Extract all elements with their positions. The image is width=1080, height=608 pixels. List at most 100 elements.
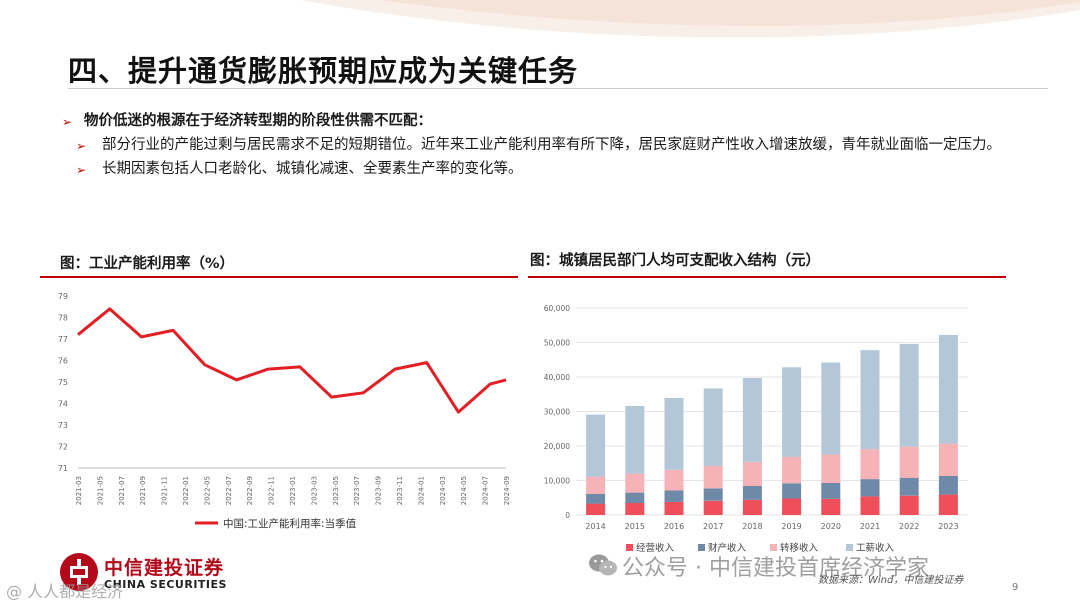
bar-segment (938, 476, 958, 495)
bar-segment (664, 469, 684, 491)
bar-segment (782, 367, 802, 457)
x-tick-label: 2024-05 (460, 476, 468, 505)
bar-segment (821, 498, 841, 515)
x-tick-label: 2022-11 (268, 476, 276, 505)
bar-segment (742, 461, 762, 486)
y-tick-label: 0 (565, 511, 570, 520)
bar-segment (938, 494, 958, 515)
y-tick-label: 78 (58, 314, 68, 323)
right-chart-title: 图：城镇居民部门人均可支配收入结构（元） (530, 253, 820, 269)
x-tick-label: 2015 (625, 522, 645, 531)
bar-segment (821, 362, 841, 455)
legend-swatch (626, 544, 633, 551)
bar-segment (899, 446, 919, 478)
y-tick-label: 50,000 (544, 339, 570, 348)
y-tick-label: 76 (58, 357, 68, 366)
x-tick-label: 2022-09 (246, 476, 254, 505)
bar-segment (899, 495, 919, 515)
header-decoration (300, 0, 1080, 38)
x-tick-label: 2023-03 (310, 476, 318, 505)
x-tick-label: 2021 (860, 522, 880, 531)
bar-segment (782, 483, 802, 499)
legend-label: 工薪收入 (856, 542, 895, 554)
bar-segment (625, 406, 645, 474)
y-tick-label: 79 (58, 292, 68, 301)
y-tick-label: 10,000 (544, 477, 570, 486)
y-tick-label: 71 (58, 464, 68, 473)
bullet-arrow-icon: ➢ (76, 139, 87, 153)
legend-label: 转移收入 (780, 542, 819, 554)
x-tick-label: 2020 (821, 522, 841, 531)
logo-chinese-text: 中信建投证券 (104, 557, 225, 579)
watermark-right: 公众号 · 中信建投首席经济学家 (622, 556, 929, 581)
bar-segment (899, 343, 919, 447)
legend-swatch (698, 544, 705, 551)
legend-label: 中国:工业产能利用率:当季值 (223, 517, 357, 530)
x-tick-label: 2024-07 (482, 476, 490, 505)
y-tick-label: 72 (58, 443, 68, 452)
bar-segment (782, 457, 802, 484)
x-tick-label: 2023-05 (332, 476, 340, 505)
x-tick-label: 2023-07 (353, 476, 361, 505)
title-divider (68, 88, 1048, 89)
bar-segment (742, 378, 762, 462)
capacity-utilization-line (77, 307, 507, 414)
bar-segment (821, 454, 841, 483)
bar-segment (938, 334, 958, 444)
x-tick-label: 2021-09 (139, 476, 147, 505)
bar-segment (664, 398, 684, 470)
bar-segment (938, 443, 958, 476)
x-tick-label: 2024-01 (417, 476, 425, 505)
x-tick-label: 2014 (585, 522, 605, 531)
bar-segment (860, 350, 880, 450)
bar-segment (860, 449, 880, 480)
bar-segment (586, 414, 606, 477)
data-source: 数据来源：Wind，中信建投证券 (818, 575, 964, 586)
x-tick-label: 2022 (899, 522, 919, 531)
x-tick-label: 2023-11 (396, 476, 404, 505)
y-tick-label: 20,000 (544, 442, 570, 451)
x-tick-label: 2019 (781, 522, 801, 531)
bar-segment (664, 501, 684, 515)
bar-segment (586, 494, 606, 504)
x-tick-label: 2024-09 (503, 476, 511, 505)
capacity-utilization-chart: 71 72 73 74 75 76 77 78 79 2021-03 2021-05 2021-07 2… (58, 292, 511, 530)
bar-segment (664, 490, 684, 502)
bar-segment (899, 477, 919, 496)
bar-segment (821, 482, 841, 499)
page-title: 四、提升通货膨胀预期应成为关键任务 (68, 54, 579, 88)
bullet-arrow-icon: ➢ (76, 163, 87, 177)
bar-segment (625, 492, 645, 503)
y-tick-label: 30,000 (544, 408, 570, 417)
x-tick-label: 2016 (664, 522, 684, 531)
bar-segment (782, 498, 802, 515)
y-tick-label: 73 (58, 421, 68, 430)
bar-segment (703, 388, 723, 466)
bar-segment (625, 502, 645, 515)
page-number: 9 (1012, 582, 1019, 593)
bar-segment (586, 503, 606, 515)
left-chart-title: 图：工业产能利用率（%） (60, 256, 235, 272)
left-chart-rule (40, 276, 518, 278)
x-tick-label: 2022-05 (203, 476, 211, 505)
x-tick-label: 2022-07 (225, 476, 233, 505)
bar-segment (742, 499, 762, 515)
wechat-icon (589, 554, 617, 576)
income-structure-chart: 0 10,000 20,000 30,000 40,000 50,000 60,000 201… (544, 304, 968, 554)
watermark-left: @ 人人都是经济 (6, 582, 124, 601)
bar-segment (703, 488, 723, 501)
bar-segment (703, 500, 723, 515)
y-tick-label: 75 (58, 378, 68, 387)
bar-segment (625, 473, 645, 493)
y-tick-label: 60,000 (544, 304, 570, 313)
y-tick-label: 77 (58, 335, 68, 344)
bullet-list: ➢ 物价低迷的根源在于经济转型期的阶段性供需不匹配： ➢ 部分行业的产能过剩与居… (62, 110, 1052, 180)
bullet-main: ➢ 物价低迷的根源在于经济转型期的阶段性供需不匹配： (62, 110, 1052, 132)
legend-label: 经营收入 (636, 542, 675, 554)
x-tick-label: 2024-03 (439, 476, 447, 505)
y-tick-label: 74 (58, 400, 68, 409)
legend-swatch (846, 544, 853, 551)
legend-swatch (770, 544, 777, 551)
y-tick-label: 40,000 (544, 373, 570, 382)
bullet-sub-2: ➢ 长期因素包括人口老龄化、城镇化减速、全要素生产率的变化等。 (62, 158, 1052, 180)
